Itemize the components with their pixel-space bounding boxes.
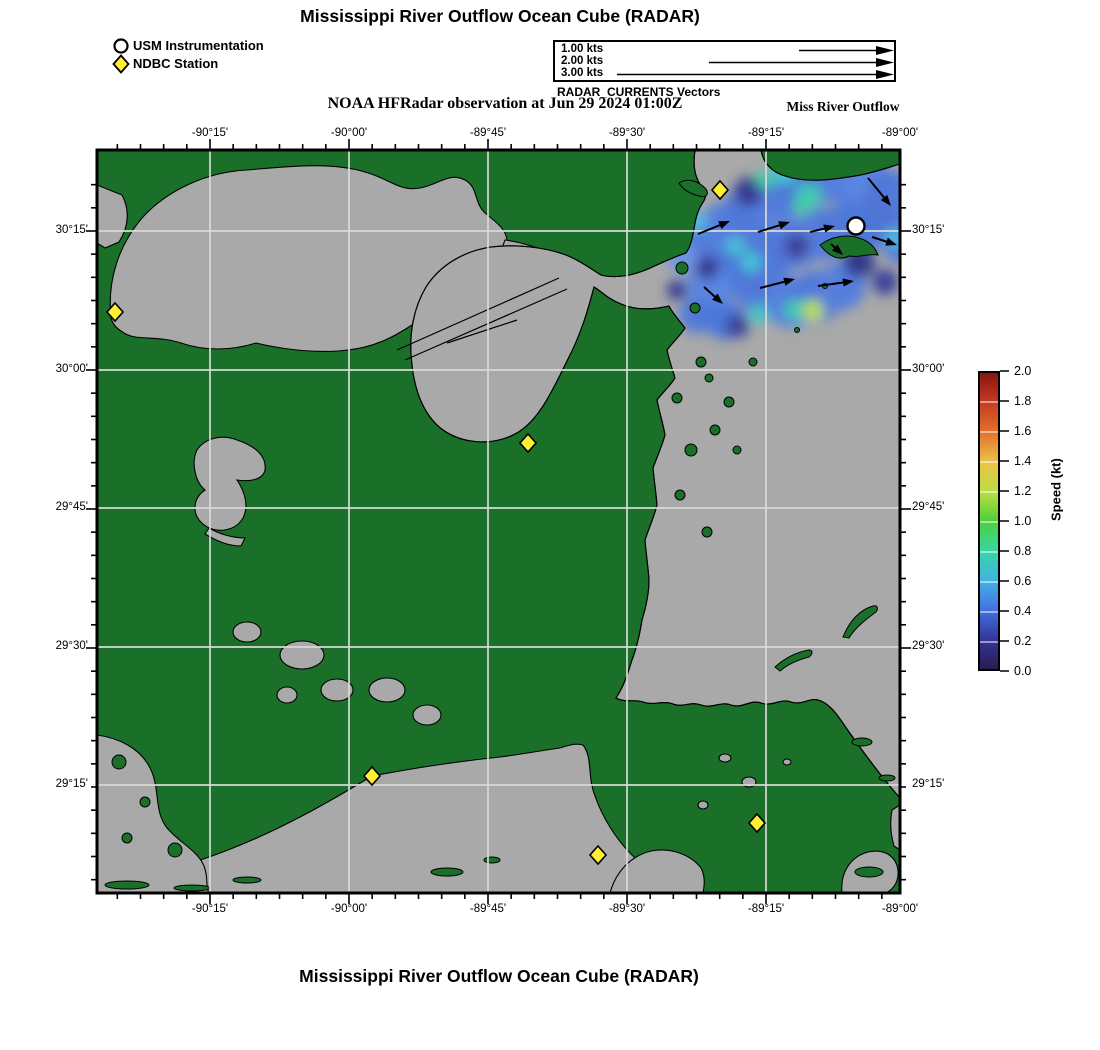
lon-label: -90°15' (191, 903, 229, 915)
lon-label: -90°00' (330, 903, 368, 915)
colorbar-tick-label: 1.8 (1014, 394, 1032, 408)
colorbar-ticks (1000, 370, 1009, 672)
lon-label: -89°30' (608, 903, 646, 915)
ndbc-station-marker (518, 432, 538, 454)
ndbc-station-marker (588, 844, 608, 866)
lon-label: -89°00' (881, 903, 919, 915)
graticule (97, 150, 900, 893)
lon-label: -90°00' (330, 127, 368, 139)
scale-label-2kt: 2.00 kts (561, 55, 604, 67)
scale-label-3kt: 3.00 kts (561, 67, 604, 79)
lon-label: -89°45' (469, 127, 507, 139)
lat-label: 29°30' (912, 640, 945, 652)
marsh-islands (104, 179, 896, 892)
colorbar-tick-label: 1.4 (1014, 454, 1032, 468)
colorbar (978, 371, 1000, 671)
scale-caption: RADAR_CURRENTS Vectors (557, 85, 721, 99)
lon-label: -89°15' (747, 127, 785, 139)
lat-label: 30°00' (55, 363, 88, 375)
colorbar-tick-label: 1.0 (1014, 514, 1032, 528)
region-label: Miss River Outflow (786, 99, 900, 114)
ndbc-station-marker (747, 812, 767, 834)
gulf-of-mexico (96, 743, 665, 894)
subtitle: NOAA HFRadar observation at Jun 29 2024 … (327, 95, 683, 112)
colorbar-tick-label: 0.8 (1014, 544, 1032, 558)
page-title: Mississippi River Outflow Ocean Cube (RA… (300, 6, 700, 26)
colorbar-tick-label: 0.0 (1014, 664, 1032, 678)
axis-ticks (86, 139, 911, 904)
lon-label: -89°15' (747, 903, 785, 915)
scale-arrows (617, 46, 894, 79)
lat-label: 29°15' (912, 778, 945, 790)
lat-label: 29°45' (912, 501, 945, 513)
map-frame (95, 148, 902, 895)
usm-instrumentation-marker (846, 216, 866, 236)
lat-label: 29°30' (55, 640, 88, 652)
ndbc-station-marker (362, 765, 382, 787)
lat-label: 29°45' (55, 501, 88, 513)
ndbc-station-marker (710, 179, 730, 201)
current-vectors (697, 177, 897, 304)
colorbar-tick-label: 0.6 (1014, 574, 1032, 588)
legend-usm-label: USM Instrumentation (133, 38, 264, 53)
colorbar-tick-label: 2.0 (1014, 364, 1032, 378)
scale-label-1kt: 1.00 kts (561, 43, 604, 55)
vector-scale-box: 1.00 kts 2.00 kts 3.00 kts (553, 40, 896, 82)
lat-label: 29°15' (55, 778, 88, 790)
lon-label: -89°30' (608, 127, 646, 139)
colorbar-tick-label: 1.6 (1014, 424, 1032, 438)
colorbar-tick-label: 1.2 (1014, 484, 1032, 498)
map-plot (86, 139, 911, 904)
ndbc-station-marker (105, 301, 125, 323)
lat-label: 30°15' (55, 224, 88, 236)
canal-lines (396, 277, 568, 361)
colorbar-tick-label: 0.4 (1014, 604, 1032, 618)
legend-icons (112, 38, 130, 74)
legend-ndbc-label: NDBC Station (133, 56, 219, 71)
bottom-title: Mississippi River Outflow Ocean Cube (RA… (299, 966, 699, 986)
lon-label: -90°15' (191, 127, 229, 139)
colorbar-tick-label: 0.2 (1014, 634, 1032, 648)
lat-label: 30°00' (912, 363, 945, 375)
lat-label: 30°15' (912, 224, 945, 236)
lon-label: -89°45' (469, 903, 507, 915)
station-markers (105, 179, 866, 866)
lon-label: -89°00' (881, 127, 919, 139)
usm-circle-icon (113, 38, 129, 54)
ndbc-diamond-icon (112, 54, 130, 74)
